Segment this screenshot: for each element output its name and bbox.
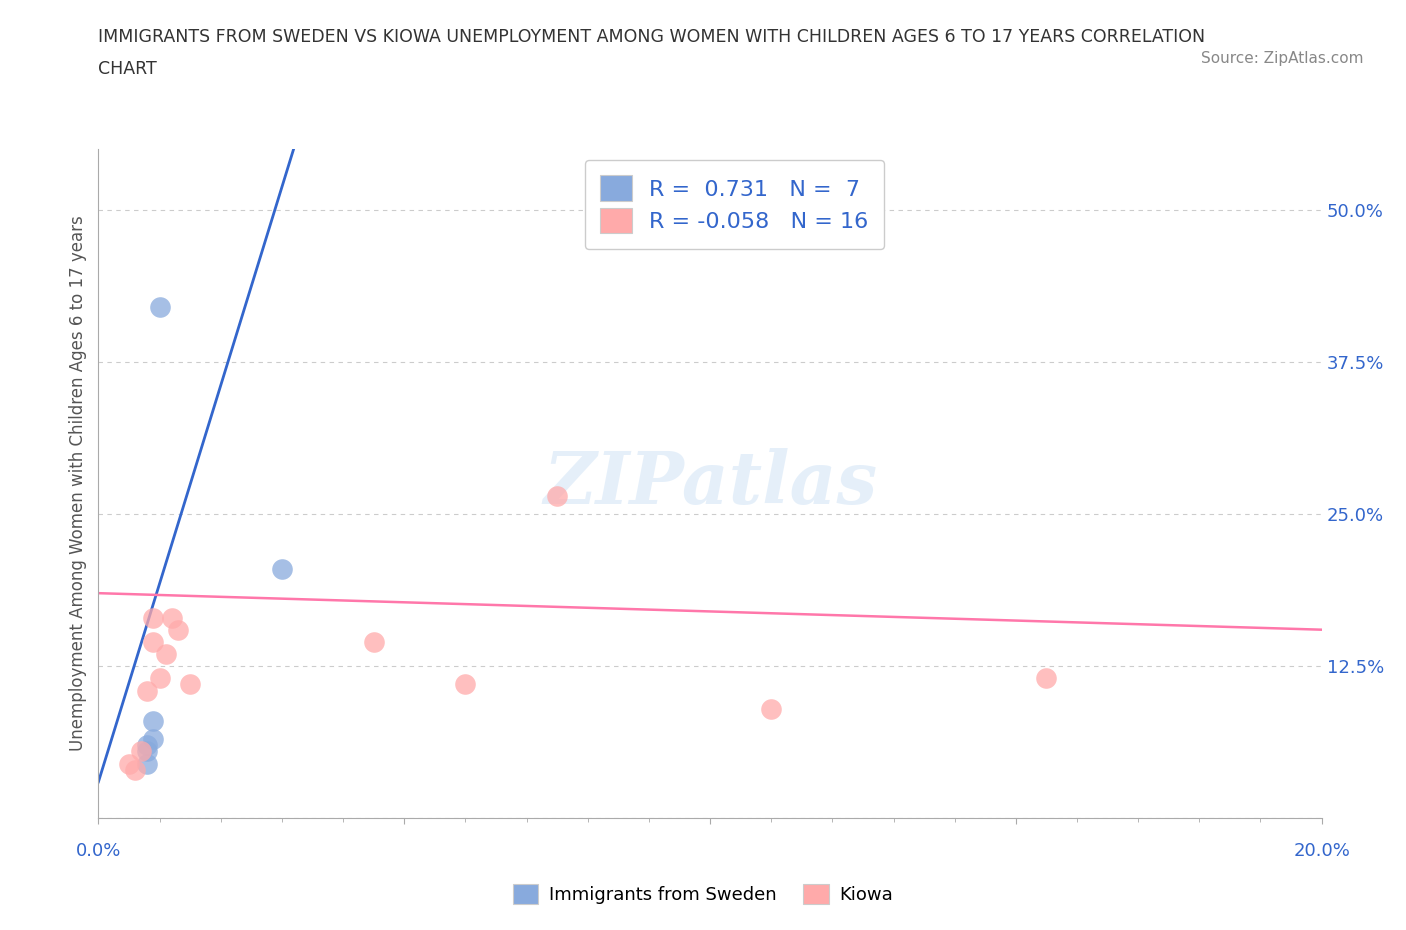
Text: CHART: CHART <box>98 60 157 78</box>
Text: 20.0%: 20.0% <box>1294 842 1350 859</box>
Point <box>179 677 201 692</box>
Point <box>363 634 385 649</box>
Point <box>142 713 165 728</box>
Point <box>149 671 172 685</box>
Point <box>142 634 165 649</box>
Point <box>136 684 159 698</box>
Point <box>1035 671 1057 685</box>
Point <box>136 756 159 771</box>
Point <box>270 562 292 577</box>
Point <box>167 622 190 637</box>
Point <box>136 737 159 752</box>
Text: ZIPatlas: ZIPatlas <box>543 448 877 519</box>
Legend: R =  0.731   N =  7, R = -0.058   N = 16: R = 0.731 N = 7, R = -0.058 N = 16 <box>585 160 884 249</box>
Point <box>142 610 165 625</box>
Y-axis label: Unemployment Among Women with Children Ages 6 to 17 years: Unemployment Among Women with Children A… <box>69 216 87 751</box>
Point <box>124 763 146 777</box>
Text: IMMIGRANTS FROM SWEDEN VS KIOWA UNEMPLOYMENT AMONG WOMEN WITH CHILDREN AGES 6 TO: IMMIGRANTS FROM SWEDEN VS KIOWA UNEMPLOY… <box>98 28 1205 46</box>
Point <box>129 744 152 759</box>
Text: Source: ZipAtlas.com: Source: ZipAtlas.com <box>1201 51 1364 66</box>
Point <box>118 756 141 771</box>
Point <box>136 744 159 759</box>
Point <box>454 677 477 692</box>
Point <box>149 299 172 314</box>
Point <box>142 732 165 747</box>
Text: 0.0%: 0.0% <box>76 842 121 859</box>
Point <box>546 488 568 503</box>
Point <box>155 646 177 661</box>
Point <box>160 610 183 625</box>
Point <box>759 701 782 716</box>
Legend: Immigrants from Sweden, Kiowa: Immigrants from Sweden, Kiowa <box>505 876 901 911</box>
